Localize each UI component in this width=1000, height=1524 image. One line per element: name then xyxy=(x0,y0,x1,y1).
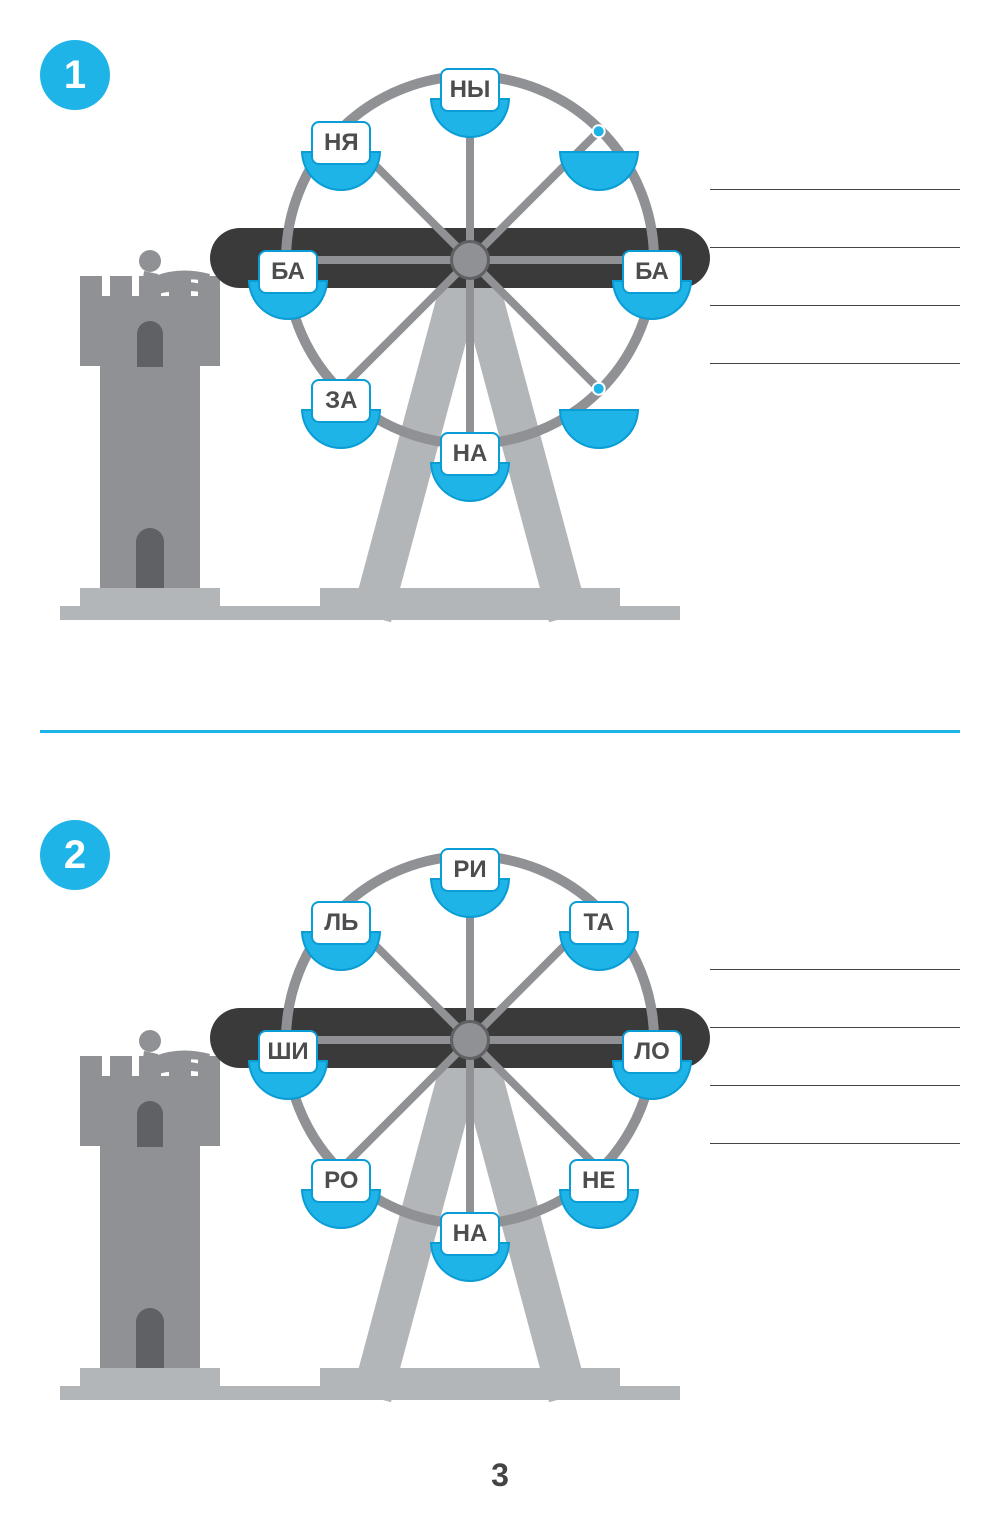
ferris-wheel: НЫ НЯ БА ЗА НА БА xyxy=(250,60,690,620)
person-icon xyxy=(130,246,190,306)
gondola: РО xyxy=(301,1159,381,1229)
syllable-sign: РО xyxy=(311,1159,371,1203)
gondola xyxy=(559,379,639,449)
tower xyxy=(80,1006,220,1386)
page-number: 3 xyxy=(0,1457,1000,1494)
gondola: ЛЬ xyxy=(301,901,381,971)
gondola: ТА xyxy=(559,901,639,971)
answer-lines xyxy=(710,920,960,1152)
gondola: БА xyxy=(612,250,692,320)
gondola: БА xyxy=(248,250,328,320)
answer-line[interactable] xyxy=(710,920,960,970)
gondola: НА xyxy=(430,432,510,502)
syllable-sign: НЯ xyxy=(311,121,371,165)
gondola: НЯ xyxy=(301,121,381,191)
answer-line[interactable] xyxy=(710,140,960,190)
answer-line[interactable] xyxy=(710,256,960,306)
person-icon xyxy=(130,1026,190,1086)
answer-line[interactable] xyxy=(710,198,960,248)
syllable-sign: ЛО xyxy=(622,1030,682,1074)
ferris-wheel-scene: НЫ НЯ БА ЗА НА БА xyxy=(60,60,680,620)
answer-line[interactable] xyxy=(710,314,960,364)
syllable-sign: ТА xyxy=(569,901,629,945)
answer-lines xyxy=(710,140,960,372)
syllable-sign: ШИ xyxy=(258,1030,318,1074)
syllable-sign: БА xyxy=(622,250,682,294)
gondola: НЕ xyxy=(559,1159,639,1229)
syllable-sign: НА xyxy=(440,432,500,476)
answer-line[interactable] xyxy=(710,1036,960,1086)
ferris-wheel: РИ ЛЬ ШИ РО НА НЕ ЛО ТА xyxy=(250,840,690,1400)
syllable-sign: РИ xyxy=(440,848,500,892)
gondola: ЛО xyxy=(612,1030,692,1100)
syllable-sign: НЫ xyxy=(440,68,500,112)
syllable-sign: ЛЬ xyxy=(311,901,371,945)
syllable-sign: БА xyxy=(258,250,318,294)
gondola: РИ xyxy=(430,848,510,918)
syllable-sign: НЕ xyxy=(569,1159,629,1203)
gondola: ЗА xyxy=(301,379,381,449)
syllable-sign: НА xyxy=(440,1212,500,1256)
section-divider xyxy=(40,730,960,733)
gondola: НА xyxy=(430,1212,510,1282)
syllable-sign: ЗА xyxy=(311,379,371,423)
answer-line[interactable] xyxy=(710,1094,960,1144)
answer-line[interactable] xyxy=(710,978,960,1028)
gondola: НЫ xyxy=(430,68,510,138)
tower xyxy=(80,226,220,606)
gondola xyxy=(559,121,639,191)
ferris-wheel-scene: РИ ЛЬ ШИ РО НА НЕ ЛО ТА xyxy=(60,840,680,1400)
gondola-bowl xyxy=(559,409,639,449)
gondola-bowl xyxy=(559,151,639,191)
wheel-hub xyxy=(450,240,490,280)
gondola: ШИ xyxy=(248,1030,328,1100)
wheel-hub xyxy=(450,1020,490,1060)
